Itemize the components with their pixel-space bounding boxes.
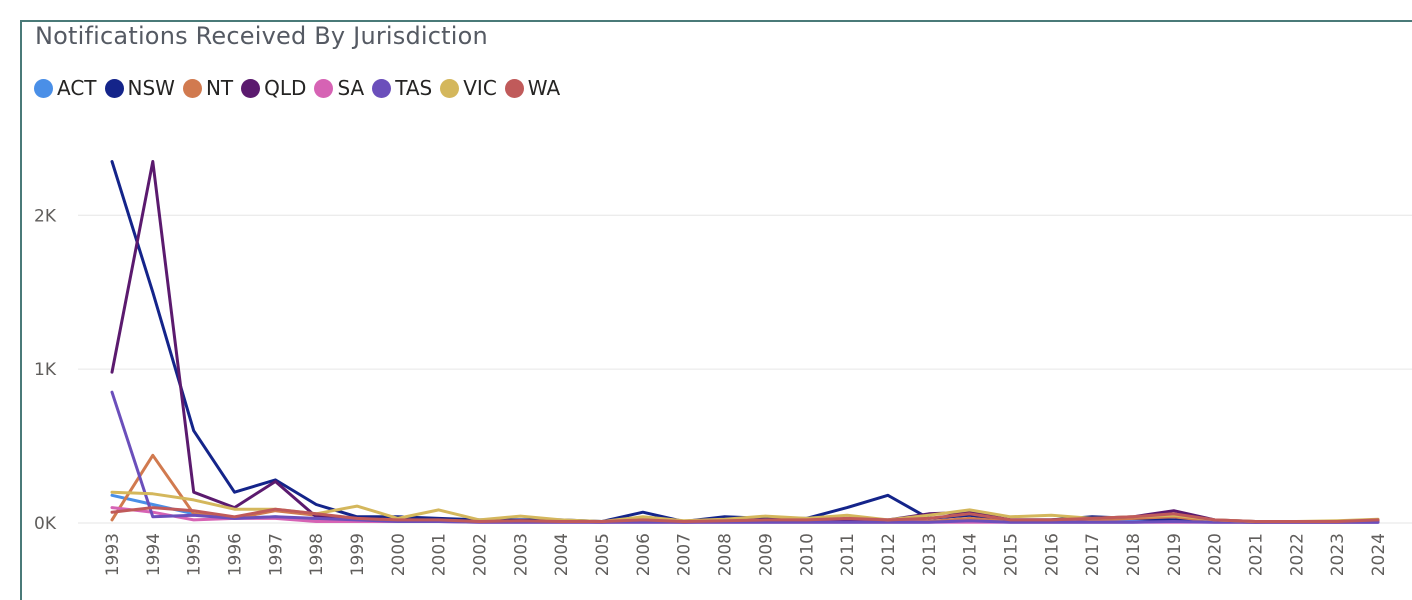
x-tick-label: 1997 (266, 533, 286, 576)
x-tick-label: 2004 (552, 533, 572, 576)
x-tick-label: 2023 (1328, 533, 1348, 576)
legend-dot (440, 78, 460, 98)
x-tick-label: 2020 (1206, 533, 1226, 576)
legend-item-nt[interactable]: NT (182, 76, 234, 100)
legend-label: QLD (264, 76, 307, 100)
x-tick-label: 2021 (1246, 533, 1266, 576)
x-tick-label: 2008 (716, 533, 736, 576)
legend-dot (372, 78, 392, 98)
x-tick-label: 2005 (593, 533, 613, 576)
legend-label: ACT (57, 76, 97, 100)
legend-item-vic[interactable]: VIC (440, 76, 497, 100)
x-tick-label: 2010 (797, 533, 817, 576)
legend-dot (504, 78, 524, 98)
x-tick-label: 2009 (756, 533, 776, 576)
x-tick-label: 1996 (226, 533, 246, 576)
x-tick-label: 2013 (920, 533, 940, 576)
legend-item-nsw[interactable]: NSW (104, 76, 175, 100)
legend-item-wa[interactable]: WA (504, 76, 561, 100)
legend-label: WA (527, 76, 561, 100)
x-tick-label: 2000 (389, 533, 409, 576)
x-tick-label: 2017 (1083, 533, 1103, 576)
y-tick-label: 0K (34, 514, 57, 534)
x-tick-label: 2012 (879, 533, 899, 576)
legend-label: NSW (127, 76, 175, 100)
x-tick-label: 2018 (1124, 533, 1144, 576)
legend-dot (34, 78, 53, 98)
x-tick-label: 1995 (185, 533, 205, 576)
x-tick-label: 2003 (511, 533, 531, 576)
legend-item-sa[interactable]: SA (314, 76, 364, 100)
legend-label: VIC (463, 76, 497, 100)
x-tick-label: 2019 (1165, 533, 1185, 576)
chart-legend: ACT NSW NT QLD SA TAS VIC WA (34, 76, 560, 100)
x-tick-label: 2006 (634, 533, 654, 576)
x-tick-label: 2002 (471, 533, 491, 576)
x-tick-label: 2022 (1287, 533, 1307, 576)
legend-item-act[interactable]: ACT (34, 76, 97, 100)
legend-dot (182, 78, 202, 98)
series-line-wa (110, 506, 1380, 523)
x-tick-label: 2024 (1369, 533, 1389, 576)
chart-title: Notifications Received By Jurisdiction (35, 22, 488, 50)
x-tick-label: 1993 (103, 533, 123, 576)
legend-dot (104, 78, 124, 98)
legend-dot (241, 78, 261, 98)
legend-item-qld[interactable]: QLD (241, 76, 306, 100)
legend-label: TAS (395, 76, 433, 100)
series-line-tas (110, 390, 1380, 524)
x-tick-label: 1994 (144, 533, 164, 576)
y-tick-label: 2K (34, 206, 57, 226)
x-tick-label: 2001 (430, 533, 450, 576)
legend-label: NT (205, 76, 234, 100)
chart-card (20, 20, 1412, 600)
x-tick-label: 2015 (1001, 533, 1021, 576)
x-tick-label: 1999 (348, 533, 368, 576)
x-tick-label: 2014 (961, 533, 981, 576)
x-tick-label: 2011 (838, 533, 858, 576)
legend-label: SA (337, 76, 365, 100)
legend-dot (314, 78, 334, 98)
legend-item-tas[interactable]: TAS (372, 76, 432, 100)
x-tick-label: 2007 (675, 533, 695, 576)
x-tick-label: 1998 (307, 533, 327, 576)
y-tick-label: 1K (34, 360, 57, 380)
x-tick-label: 2016 (1042, 533, 1062, 576)
